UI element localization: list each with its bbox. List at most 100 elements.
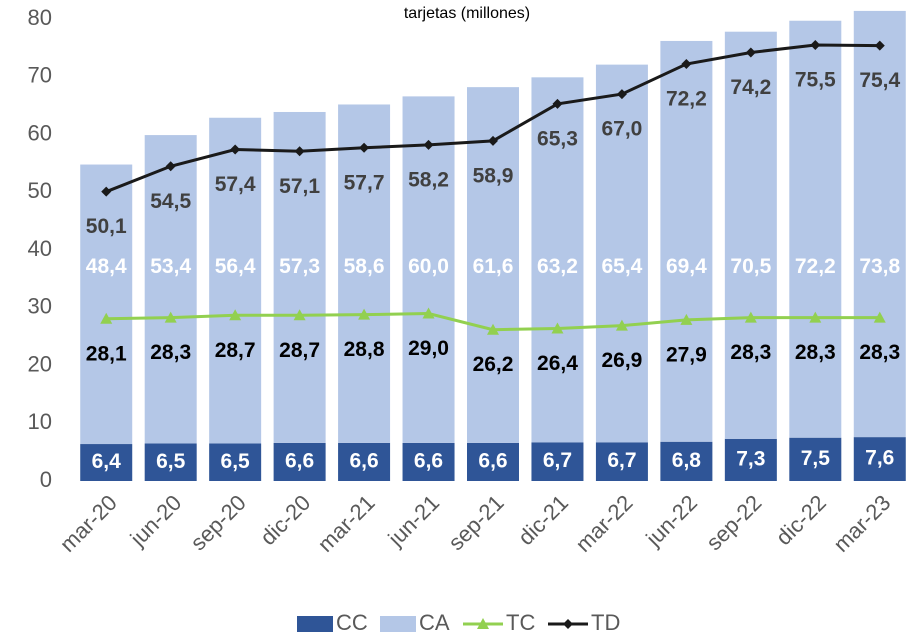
data-label: 7,6 — [865, 447, 894, 470]
data-label: 7,3 — [736, 447, 765, 470]
data-label: 57,7 — [344, 171, 385, 194]
bar — [531, 442, 584, 481]
x-tick-label: mar-23 — [828, 490, 895, 557]
data-label: 6,6 — [349, 449, 378, 472]
data-label: 28,1 — [86, 342, 127, 365]
x-tick-label: dic-21 — [513, 490, 573, 550]
legend-swatch — [380, 616, 416, 632]
bar — [273, 111, 326, 443]
y-tick-label: 0 — [40, 467, 52, 492]
y-tick-label: 40 — [28, 236, 52, 261]
bar — [80, 164, 133, 445]
bar — [660, 40, 713, 442]
x-tick-label: mar-20 — [55, 490, 122, 557]
bar — [402, 96, 455, 443]
y-tick-label: 70 — [28, 63, 52, 88]
legend-label: CC — [336, 610, 368, 635]
bar — [660, 441, 713, 481]
data-label: 63,2 — [537, 255, 578, 278]
point — [229, 309, 242, 321]
x-tick-label: mar-22 — [571, 490, 638, 557]
bar — [338, 104, 391, 443]
point — [681, 59, 692, 70]
data-label: 6,6 — [285, 449, 314, 472]
data-label: 57,1 — [279, 175, 320, 198]
legend-label: TC — [506, 610, 535, 635]
data-label: 57,3 — [279, 255, 320, 278]
data-label: 28,3 — [795, 341, 836, 364]
data-label: 26,9 — [601, 349, 642, 372]
x-tick-label: mar-21 — [313, 490, 380, 557]
point — [615, 319, 628, 331]
data-label: 6,4 — [92, 450, 122, 473]
legend-label: CA — [419, 610, 450, 635]
x-tick-label: sep-22 — [701, 490, 766, 555]
data-label: 61,6 — [473, 255, 514, 278]
x-tick-label: dic-22 — [771, 490, 831, 550]
data-label: 27,9 — [666, 343, 707, 366]
point — [745, 47, 756, 58]
point — [422, 307, 435, 319]
point — [294, 146, 305, 157]
y-tick-label: 60 — [28, 120, 52, 145]
bar — [402, 442, 455, 481]
point — [809, 311, 822, 323]
chart-title: tarjetas (millones) — [404, 5, 530, 22]
data-label: 6,7 — [543, 449, 572, 472]
data-label: 28,3 — [150, 341, 191, 364]
bar — [595, 442, 648, 481]
bar — [273, 442, 326, 481]
y-tick-label: 20 — [28, 351, 52, 376]
bar — [853, 437, 906, 481]
y-tick-label: 10 — [28, 409, 52, 434]
data-label: 6,5 — [156, 450, 186, 473]
point — [744, 311, 757, 323]
data-label: 58,2 — [408, 168, 449, 191]
bar — [789, 437, 842, 481]
data-label: 26,4 — [537, 352, 578, 375]
bar — [467, 442, 519, 481]
bar — [595, 64, 648, 443]
data-label: 70,5 — [730, 255, 771, 278]
bar — [724, 31, 777, 439]
data-label: 28,7 — [279, 339, 320, 362]
data-label: 7,5 — [801, 447, 831, 470]
point — [874, 40, 885, 51]
data-label: 75,4 — [859, 69, 900, 92]
bar — [144, 443, 197, 481]
point — [101, 186, 112, 197]
point — [359, 142, 370, 153]
bar — [467, 87, 519, 443]
point — [488, 135, 498, 146]
point — [563, 619, 573, 629]
data-label: 56,4 — [215, 255, 256, 278]
data-label: 67,0 — [601, 118, 642, 141]
x-tick-label: sep-20 — [186, 490, 251, 555]
point — [477, 618, 489, 629]
bar — [724, 438, 777, 481]
point — [358, 308, 371, 320]
data-label: 53,4 — [150, 255, 191, 278]
data-label: 6,6 — [478, 449, 507, 472]
data-label: 28,3 — [859, 341, 900, 364]
bar — [789, 20, 842, 438]
legend-label: TD — [591, 610, 620, 635]
data-label: 75,5 — [795, 69, 836, 92]
y-tick-label: 50 — [28, 178, 52, 203]
data-label: 29,0 — [408, 337, 449, 360]
point — [552, 98, 563, 109]
data-label: 72,2 — [795, 255, 836, 278]
y-tick-label: 30 — [28, 294, 52, 319]
data-label: 6,8 — [672, 449, 702, 472]
data-label: 28,8 — [344, 338, 385, 361]
data-label: 58,9 — [473, 164, 514, 187]
point — [616, 89, 627, 100]
data-label: 28,3 — [730, 341, 771, 364]
data-label: 74,2 — [730, 76, 771, 99]
bar — [80, 444, 133, 481]
data-label: 6,6 — [414, 449, 443, 472]
point — [680, 313, 693, 325]
bar — [853, 10, 906, 438]
bar — [338, 442, 391, 481]
